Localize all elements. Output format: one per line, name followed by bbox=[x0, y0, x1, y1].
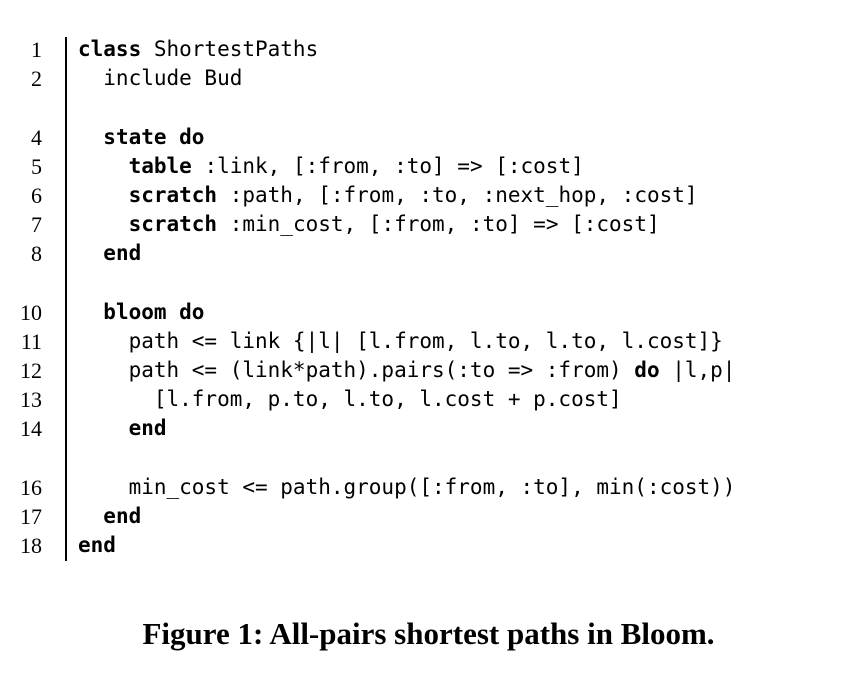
code-line: 4 state do bbox=[0, 123, 857, 152]
line-number: 4 bbox=[31, 124, 42, 150]
line-number: 17 bbox=[20, 504, 42, 529]
code-text: include Bud bbox=[78, 64, 242, 93]
code-text: end bbox=[78, 239, 141, 268]
keyword-token: end bbox=[103, 504, 142, 528]
line-number: 13 bbox=[20, 387, 42, 413]
code-line: 6 scratch :path, [:from, :to, :next_hop,… bbox=[0, 181, 857, 210]
code-token: min_cost <= path.group([:from, :to], min… bbox=[78, 474, 736, 499]
code-text: scratch :min_cost, [:from, :to] => [:cos… bbox=[78, 210, 660, 239]
line-number: 18 bbox=[20, 533, 42, 559]
keyword-token: scratch bbox=[128, 212, 218, 237]
code-token bbox=[78, 241, 103, 265]
code-token: |l,p| bbox=[659, 358, 736, 383]
code-text: scratch :path, [:from, :to, :next_hop, :… bbox=[78, 181, 698, 210]
keyword-token: end bbox=[103, 241, 142, 266]
blank-line bbox=[0, 269, 857, 298]
code-text: min_cost <= path.group([:from, :to], min… bbox=[78, 473, 736, 502]
code-token: ShortestPaths bbox=[141, 37, 319, 61]
code-listing: 1 class ShortestPaths 2 include Bud 4 state… bbox=[0, 35, 857, 560]
code-token: path <= (link*path).pairs(:to => :from) bbox=[78, 358, 635, 383]
code-text: [l.from, p.to, l.to, l.cost + p.cost] bbox=[78, 385, 622, 414]
line-number: 6 bbox=[31, 182, 42, 208]
keyword-token: do bbox=[634, 358, 660, 383]
figure-caption: Figure 1: All-pairs shortest paths in Bl… bbox=[142, 616, 715, 651]
code-line: 12 path <= (link*path).pairs(:to => :fro… bbox=[0, 356, 857, 385]
code-lines: 1 class ShortestPaths 2 include Bud 4 state… bbox=[0, 35, 857, 560]
code-text: end bbox=[78, 531, 116, 560]
line-number: 5 bbox=[31, 153, 42, 179]
code-token bbox=[78, 504, 103, 528]
code-text: end bbox=[78, 502, 141, 531]
code-text: path <= link {|l| [l.from, l.to, l.to, l… bbox=[78, 327, 723, 356]
keyword-token: class bbox=[78, 37, 142, 61]
code-line: 14 end bbox=[0, 414, 857, 443]
code-text: class ShortestPaths bbox=[78, 35, 318, 64]
keyword-token: table bbox=[128, 153, 192, 178]
blank-line bbox=[0, 93, 857, 122]
keyword-token: state do bbox=[103, 124, 205, 149]
line-number: 1 bbox=[31, 37, 42, 62]
code-token bbox=[78, 125, 103, 149]
code-line: 10 bloom do bbox=[0, 298, 857, 327]
line-number: 10 bbox=[20, 299, 42, 325]
keyword-token: end bbox=[78, 533, 116, 558]
code-line: 8 end bbox=[0, 239, 857, 268]
code-token: :link, [:from, :to] => [:cost] bbox=[191, 153, 584, 178]
line-number: 12 bbox=[20, 358, 42, 384]
code-token bbox=[78, 154, 129, 178]
line-number: 14 bbox=[20, 416, 42, 442]
code-line: 7 scratch :min_cost, [:from, :to] => [:c… bbox=[0, 210, 857, 239]
line-number: 8 bbox=[31, 241, 42, 267]
code-line: 2 include Bud bbox=[0, 64, 857, 93]
code-token: :path, [:from, :to, :next_hop, :cost] bbox=[217, 182, 698, 207]
code-token bbox=[78, 416, 129, 440]
code-text: bloom do bbox=[78, 298, 204, 327]
blank-line bbox=[0, 444, 857, 473]
code-token: :min_cost, [:from, :to] => [:cost] bbox=[217, 212, 660, 237]
line-number: 2 bbox=[31, 66, 42, 92]
gutter-rule bbox=[65, 37, 67, 561]
code-line: 11 path <= link {|l| [l.from, l.to, l.to… bbox=[0, 327, 857, 356]
code-line: 18 end bbox=[0, 531, 857, 560]
keyword-token: scratch bbox=[128, 182, 218, 207]
code-line: 17 end bbox=[0, 502, 857, 531]
line-number: 16 bbox=[20, 474, 42, 500]
code-line: 16 min_cost <= path.group([:from, :to], … bbox=[0, 473, 857, 502]
code-text: state do bbox=[78, 123, 204, 152]
code-line: 1 class ShortestPaths bbox=[0, 35, 857, 64]
keyword-token: end bbox=[128, 416, 167, 441]
code-text: table :link, [:from, :to] => [:cost] bbox=[78, 152, 584, 181]
code-text: end bbox=[78, 414, 167, 443]
code-token bbox=[78, 212, 129, 236]
code-token bbox=[78, 300, 103, 324]
line-number: 11 bbox=[20, 328, 42, 354]
code-text: path <= (link*path).pairs(:to => :from) … bbox=[78, 356, 736, 385]
code-line: 13 [l.from, p.to, l.to, l.cost + p.cost] bbox=[0, 385, 857, 414]
code-token: path <= link {|l| [l.from, l.to, l.to, l… bbox=[78, 328, 723, 353]
code-token: include Bud bbox=[78, 66, 243, 91]
keyword-token: bloom do bbox=[103, 299, 205, 324]
code-line: 5 table :link, [:from, :to] => [:cost] bbox=[0, 152, 857, 181]
line-number: 7 bbox=[31, 212, 42, 238]
code-token: [l.from, p.to, l.to, l.cost + p.cost] bbox=[78, 387, 622, 412]
code-token bbox=[78, 183, 129, 207]
